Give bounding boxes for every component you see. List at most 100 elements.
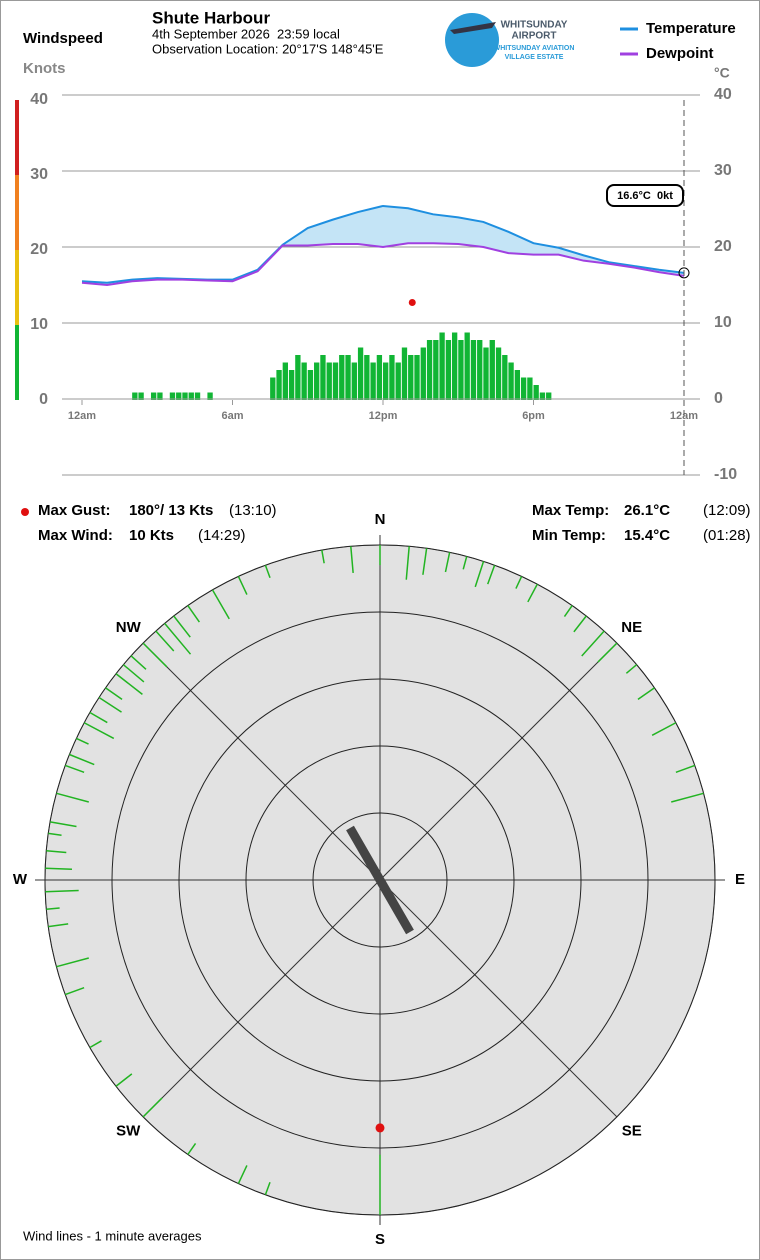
wind-bar [320, 355, 326, 400]
wind-bar [157, 392, 163, 400]
y2-tick-label: 30 [714, 162, 732, 179]
wind-line [422, 548, 428, 575]
wind-bar [295, 355, 301, 400]
speed-scale [15, 250, 19, 325]
wind-line [164, 622, 192, 655]
wind-bar [282, 362, 288, 400]
wind-bar [502, 355, 508, 400]
logo: WHITSUNDAY AIRPORT WHITSUNDAY AVIATION V… [445, 13, 574, 67]
wind-line [625, 664, 638, 674]
wind-bar [351, 362, 357, 400]
series-line [81, 242, 685, 287]
wind-line [597, 642, 618, 663]
stat-value: 10 Kts [129, 527, 174, 544]
wind-line [637, 687, 655, 700]
wind-line [46, 850, 67, 854]
wind-line [142, 642, 168, 668]
wind-line [130, 655, 147, 670]
wind-bar [527, 377, 533, 400]
compass-label: NE [621, 619, 642, 636]
wind-line [581, 630, 605, 657]
stat-value: 15.4°C [624, 527, 670, 544]
wind-bar [495, 347, 502, 400]
y2-tick-label: 20 [714, 238, 732, 255]
wind-line [675, 764, 696, 774]
wind-bar [401, 347, 408, 400]
wind-bar [458, 340, 464, 400]
wind-bar [270, 377, 276, 400]
now-box [606, 184, 684, 207]
wind-title: Windspeed [23, 30, 103, 47]
stat-label: Min Temp: [532, 527, 606, 544]
wind-line [573, 615, 587, 633]
rose-spoke [379, 879, 618, 1118]
rose-gust [375, 1123, 385, 1133]
gust-point [408, 299, 416, 306]
date-line: 4th September 2026 23:59 local [152, 26, 340, 41]
x-tick-label: 6am [221, 410, 243, 422]
rose-ring [312, 812, 448, 948]
wind-line [651, 722, 677, 736]
wind-bar [357, 347, 364, 400]
wind-bar [533, 385, 539, 400]
location-line: Observation Location: 20°17'S 148°45'E [152, 41, 384, 56]
rose-ring [178, 678, 582, 1082]
wind-line [89, 1040, 102, 1049]
compass-label: E [735, 871, 745, 888]
wind-bar [326, 362, 332, 400]
wind-line [45, 867, 73, 870]
wind-line [98, 696, 122, 713]
logo-text: WHITSUNDAY AVIATION [494, 45, 575, 52]
wind-line [48, 832, 62, 836]
stat-time: (01:28) [703, 527, 751, 544]
y2-tick-label: 40 [714, 86, 732, 103]
wind-line [405, 546, 410, 580]
compass-label: N [375, 511, 386, 528]
y2-tick-label: 10 [714, 314, 732, 331]
wind-bar [470, 340, 477, 400]
wind-line [486, 564, 496, 585]
wind-bar [546, 392, 552, 400]
wind-bar [483, 347, 489, 400]
wind-bar [383, 362, 389, 400]
wind-line [69, 753, 95, 766]
wind-bar [138, 392, 144, 400]
wind-line [64, 986, 85, 996]
wind-bar [182, 392, 188, 400]
wind-line [187, 605, 200, 623]
stat-time: (12:09) [703, 502, 751, 519]
wind-unit: Knots [23, 60, 66, 77]
y-tick-label: 30 [30, 166, 48, 183]
wind-bar [169, 392, 176, 400]
wind-line [64, 764, 85, 774]
wind-bar [539, 392, 546, 400]
wind-line [76, 737, 89, 745]
rose-spoke [142, 879, 381, 1118]
wind-bar [508, 362, 514, 400]
mean-direction-bar [346, 825, 414, 935]
wind-bar [370, 362, 376, 400]
legend-label: Dewpoint [646, 45, 714, 62]
wind-line [474, 561, 485, 588]
wind-bar [420, 347, 426, 400]
wind-bar [307, 370, 314, 400]
compass-label: SW [116, 1123, 141, 1140]
wind-bar [426, 340, 433, 400]
wind-line [527, 583, 538, 603]
x-tick-label: 12pm [369, 410, 398, 422]
stat-label: Max Gust: [38, 502, 111, 519]
temp-dew-fill [82, 205, 684, 285]
y2-tick-label: 0 [714, 390, 723, 407]
speed-scale [15, 100, 19, 175]
wind-line [115, 1073, 133, 1087]
rose-note: Wind lines - 1 minute averages [23, 1228, 202, 1243]
stat-value: 180°/ 13 Kts [129, 502, 213, 519]
wind-bar [194, 392, 201, 400]
wind-line [264, 564, 271, 579]
wind-bar [150, 392, 157, 400]
stat-value: 26.1°C [624, 502, 670, 519]
wind-line [89, 711, 108, 724]
wind-line [56, 957, 89, 968]
station-title: Shute Harbour [152, 8, 270, 27]
